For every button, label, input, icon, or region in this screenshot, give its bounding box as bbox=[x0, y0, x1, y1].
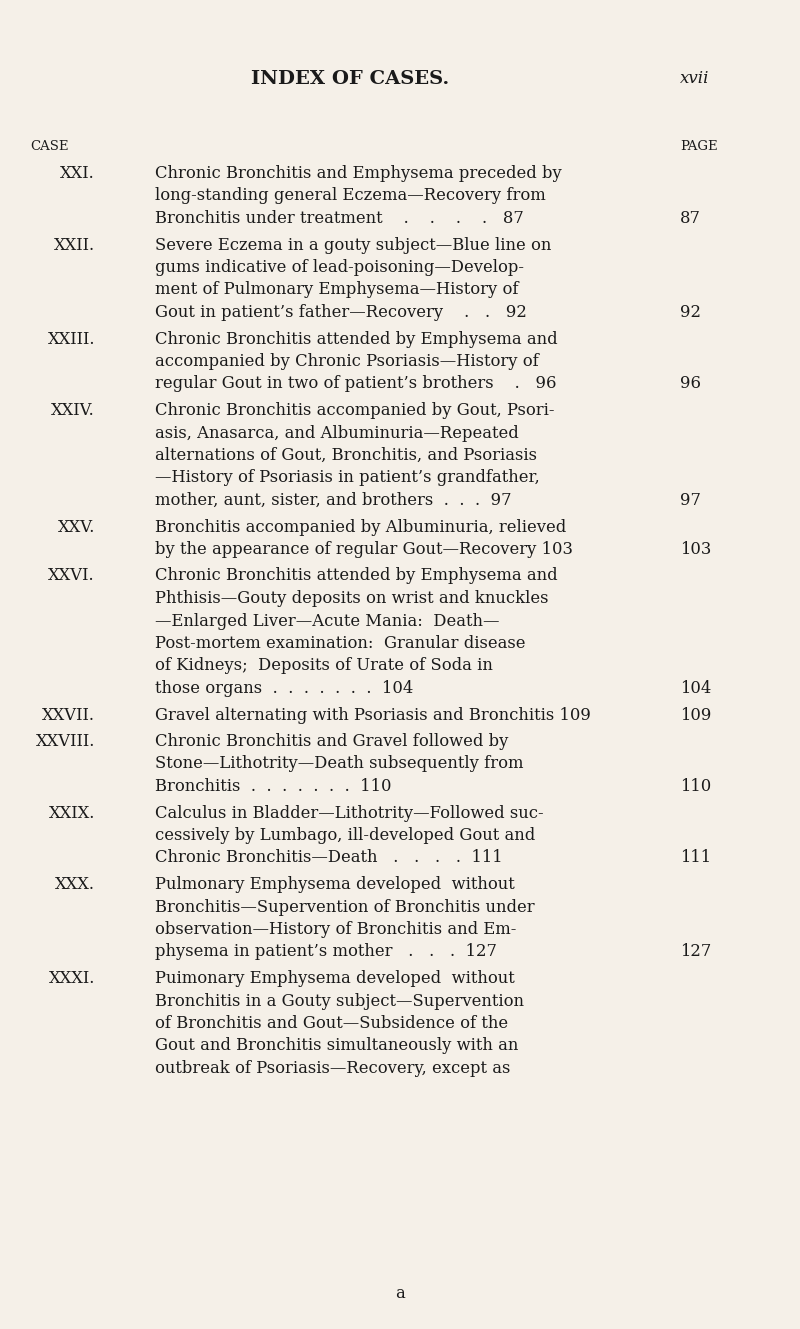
Text: —Enlarged Liver—Acute Mania:  Death—: —Enlarged Liver—Acute Mania: Death— bbox=[155, 613, 499, 630]
Text: by the appearance of regular Gout—Recovery 103: by the appearance of regular Gout—Recove… bbox=[155, 541, 573, 558]
Text: Bronchitis under treatment    .    .    .    .   87: Bronchitis under treatment . . . . 87 bbox=[155, 210, 524, 227]
Text: asis, Anasarca, and Albuminuria—Repeated: asis, Anasarca, and Albuminuria—Repeated bbox=[155, 424, 518, 441]
Text: —History of Psoriasis in patient’s grandfather,: —History of Psoriasis in patient’s grand… bbox=[155, 469, 540, 486]
Text: Chronic Bronchitis—Death   .   .   .   .  111: Chronic Bronchitis—Death . . . . 111 bbox=[155, 849, 502, 867]
Text: alternations of Gout, Bronchitis, and Psoriasis: alternations of Gout, Bronchitis, and Ps… bbox=[155, 447, 537, 464]
Text: Chronic Bronchitis accompanied by Gout, Psori-: Chronic Bronchitis accompanied by Gout, … bbox=[155, 401, 554, 419]
Text: Bronchitis  .  .  .  .  .  .  .  110: Bronchitis . . . . . . . 110 bbox=[155, 777, 391, 795]
Text: 104: 104 bbox=[680, 680, 711, 696]
Text: Bronchitis in a Gouty subject—Supervention: Bronchitis in a Gouty subject—Superventi… bbox=[155, 993, 524, 1010]
Text: cessively by Lumbago, ill-developed Gout and: cessively by Lumbago, ill-developed Gout… bbox=[155, 827, 535, 844]
Text: 97: 97 bbox=[680, 492, 701, 509]
Text: Phthisis—Gouty deposits on wrist and knuckles: Phthisis—Gouty deposits on wrist and knu… bbox=[155, 590, 549, 607]
Text: 110: 110 bbox=[680, 777, 711, 795]
Text: outbreak of Psoriasis—Recovery, except as: outbreak of Psoriasis—Recovery, except a… bbox=[155, 1061, 510, 1076]
Text: Severe Eczema in a gouty subject—Blue line on: Severe Eczema in a gouty subject—Blue li… bbox=[155, 237, 551, 254]
Text: CASE: CASE bbox=[30, 140, 69, 153]
Text: Chronic Bronchitis and Emphysema preceded by: Chronic Bronchitis and Emphysema precede… bbox=[155, 165, 562, 182]
Text: Gravel alternating with Psoriasis and Bronchitis 109: Gravel alternating with Psoriasis and Br… bbox=[155, 707, 591, 723]
Text: of Bronchitis and Gout—Subsidence of the: of Bronchitis and Gout—Subsidence of the bbox=[155, 1015, 508, 1033]
Text: those organs  .  .  .  .  .  .  .  104: those organs . . . . . . . 104 bbox=[155, 680, 414, 696]
Text: XXVIII.: XXVIII. bbox=[36, 734, 95, 750]
Text: 87: 87 bbox=[680, 210, 701, 227]
Text: Chronic Bronchitis attended by Emphysema and: Chronic Bronchitis attended by Emphysema… bbox=[155, 567, 558, 585]
Text: INDEX OF CASES.: INDEX OF CASES. bbox=[251, 70, 449, 88]
Text: physema in patient’s mother   .   .   .  127: physema in patient’s mother . . . 127 bbox=[155, 944, 497, 961]
Text: XXIX.: XXIX. bbox=[49, 804, 95, 821]
Text: 109: 109 bbox=[680, 707, 711, 723]
Text: gums indicative of lead-poisoning—Develop-: gums indicative of lead-poisoning—Develo… bbox=[155, 259, 524, 276]
Text: 96: 96 bbox=[680, 376, 701, 392]
Text: 103: 103 bbox=[680, 541, 711, 558]
Text: XXIV.: XXIV. bbox=[51, 401, 95, 419]
Text: of Kidneys;  Deposits of Urate of Soda in: of Kidneys; Deposits of Urate of Soda in bbox=[155, 658, 493, 675]
Text: Puimonary Emphysema developed  without: Puimonary Emphysema developed without bbox=[155, 970, 514, 987]
Text: XXVII.: XXVII. bbox=[42, 707, 95, 723]
Text: XXV.: XXV. bbox=[58, 518, 95, 536]
Text: Post-mortem examination:  Granular disease: Post-mortem examination: Granular diseas… bbox=[155, 635, 526, 653]
Text: 111: 111 bbox=[680, 849, 711, 867]
Text: Gout and Bronchitis simultaneously with an: Gout and Bronchitis simultaneously with … bbox=[155, 1038, 518, 1054]
Text: PAGE: PAGE bbox=[680, 140, 718, 153]
Text: XXI.: XXI. bbox=[60, 165, 95, 182]
Text: Stone—Lithotrity—Death subsequently from: Stone—Lithotrity—Death subsequently from bbox=[155, 755, 523, 772]
Text: XXIII.: XXIII. bbox=[47, 331, 95, 347]
Text: ment of Pulmonary Emphysema—History of: ment of Pulmonary Emphysema—History of bbox=[155, 282, 518, 299]
Text: XXVI.: XXVI. bbox=[48, 567, 95, 585]
Text: 92: 92 bbox=[680, 304, 701, 322]
Text: Bronchitis accompanied by Albuminuria, relieved: Bronchitis accompanied by Albuminuria, r… bbox=[155, 518, 566, 536]
Text: Pulmonary Emphysema developed  without: Pulmonary Emphysema developed without bbox=[155, 876, 514, 893]
Text: xvii: xvii bbox=[680, 70, 710, 86]
Text: a: a bbox=[395, 1285, 405, 1302]
Text: mother, aunt, sister, and brothers  .  .  .  97: mother, aunt, sister, and brothers . . .… bbox=[155, 492, 511, 509]
Text: Gout in patient’s father—Recovery    .   .   92: Gout in patient’s father—Recovery . . 92 bbox=[155, 304, 527, 322]
Text: long-standing general Eczema—Recovery from: long-standing general Eczema—Recovery fr… bbox=[155, 187, 546, 205]
Text: observation—History of Bronchitis and Em-: observation—History of Bronchitis and Em… bbox=[155, 921, 516, 938]
Text: XXX.: XXX. bbox=[55, 876, 95, 893]
Text: accompanied by Chronic Psoriasis—History of: accompanied by Chronic Psoriasis—History… bbox=[155, 354, 538, 369]
Text: XXII.: XXII. bbox=[54, 237, 95, 254]
Text: Bronchitis—Supervention of Bronchitis under: Bronchitis—Supervention of Bronchitis un… bbox=[155, 898, 534, 916]
Text: regular Gout in two of patient’s brothers    .   96: regular Gout in two of patient’s brother… bbox=[155, 376, 557, 392]
Text: 127: 127 bbox=[680, 944, 711, 961]
Text: Chronic Bronchitis attended by Emphysema and: Chronic Bronchitis attended by Emphysema… bbox=[155, 331, 558, 347]
Text: XXXI.: XXXI. bbox=[49, 970, 95, 987]
Text: Calculus in Bladder—Lithotrity—Followed suc-: Calculus in Bladder—Lithotrity—Followed … bbox=[155, 804, 544, 821]
Text: Chronic Bronchitis and Gravel followed by: Chronic Bronchitis and Gravel followed b… bbox=[155, 734, 508, 750]
